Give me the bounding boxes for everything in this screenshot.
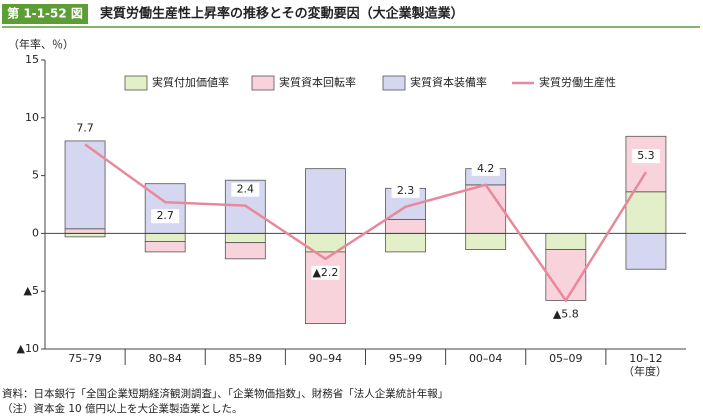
x-tick-label: 95–99 — [389, 352, 423, 365]
note: （注）資本金 10 億円以上を大企業製造業とした。 — [2, 402, 243, 415]
bar-segment — [305, 251, 346, 324]
bar-segment — [625, 232, 667, 270]
value-label: 2.3 — [397, 184, 415, 197]
bar-segment — [625, 135, 667, 193]
value-label-bg — [471, 161, 500, 176]
value-label-bg — [631, 149, 660, 164]
x-tick-label: 90–94 — [309, 352, 343, 365]
value-label: 2.7 — [156, 209, 174, 222]
bar-segment — [305, 168, 346, 234]
bar-segment — [64, 232, 106, 238]
legend-label: 実質付加価値率 — [152, 75, 229, 89]
y-tick-label: ▲10 — [17, 342, 39, 355]
x-tick-label: 00–04 — [469, 352, 503, 365]
bar-segment — [465, 232, 507, 250]
legend-label: 実質資本回転率 — [279, 75, 356, 89]
x-tick-label: 10–12 — [629, 352, 663, 365]
x-tick-label: 85–89 — [229, 352, 263, 365]
line — [84, 143, 647, 303]
value-label: 7.7 — [76, 121, 94, 134]
chart-title: 実質労働生産性上昇率の推移とその変動要因（大企業製造業） — [100, 6, 464, 22]
bar-segment — [224, 232, 266, 244]
value-label-bg — [311, 265, 340, 280]
y-tick-label: ▲5 — [24, 284, 39, 297]
value-label: 2.4 — [237, 183, 255, 196]
bar-segment — [625, 191, 667, 234]
value-label-bg — [71, 121, 100, 136]
value-label-bg — [391, 183, 420, 198]
bar-segment — [545, 249, 587, 301]
figure-number: 第 1-1-52 図 — [7, 6, 83, 21]
bar-segment — [224, 242, 266, 260]
bar-segment — [465, 184, 507, 234]
legend-label: 実質労働生産性 — [539, 75, 616, 89]
y-unit-label: （年率、％） — [8, 37, 74, 51]
value-label-bg — [551, 307, 580, 322]
y-tick-label: 5 — [32, 169, 39, 182]
bar-segment — [385, 219, 426, 234]
x-unit-label: （年度） — [623, 364, 667, 378]
bar-segment — [144, 232, 186, 242]
bar-segment — [64, 228, 106, 234]
y-tick-label: 10 — [25, 111, 39, 124]
y-tick-label: 0 — [32, 226, 39, 239]
x-tick-label: 05–09 — [549, 352, 583, 365]
figure-number-box — [2, 4, 88, 24]
value-label: ▲2.2 — [312, 266, 338, 279]
value-label: ▲5.8 — [553, 307, 579, 320]
source-note: 資料：日本銀行「全国企業短期経済観測調査」、「企業物価指数」、財務省「法人企業統… — [2, 387, 448, 400]
value-label: 5.3 — [637, 149, 655, 162]
legend-swatch — [382, 75, 406, 91]
x-tick-label: 75–79 — [68, 352, 102, 365]
bar-segment — [64, 140, 106, 230]
value-label-bg — [231, 182, 260, 197]
legend-swatch — [251, 75, 275, 91]
legend-label: 実質資本装備率 — [410, 75, 487, 89]
bar-segment — [385, 232, 426, 253]
value-label: 4.2 — [477, 162, 495, 175]
x-tick-label: 80–84 — [148, 352, 182, 365]
y-tick-label: 15 — [25, 53, 39, 66]
bar-segment — [545, 232, 587, 250]
value-label-bg — [151, 209, 180, 224]
bar-segment — [144, 241, 186, 253]
legend-swatch — [124, 75, 148, 91]
